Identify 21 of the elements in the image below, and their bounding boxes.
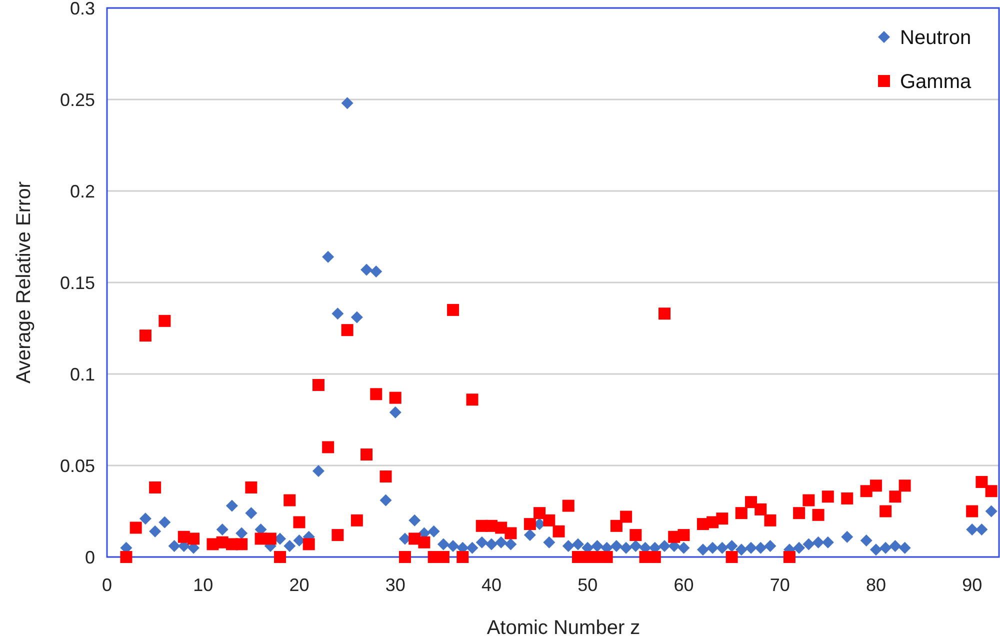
x-tick-label: 90 bbox=[962, 575, 982, 595]
y-tick-label: 0.1 bbox=[70, 364, 95, 384]
y-axis-title: Average Relative Error bbox=[13, 181, 35, 384]
y-tick-label: 0.2 bbox=[70, 181, 95, 202]
y-tick-label: 0.25 bbox=[60, 90, 95, 110]
x-tick-label: 70 bbox=[770, 575, 790, 595]
x-tick-label: 50 bbox=[578, 575, 598, 595]
x-tick-label: 30 bbox=[385, 575, 406, 595]
x-tick-label: 10 bbox=[193, 575, 214, 595]
y-tick-label: 0.05 bbox=[60, 456, 95, 476]
x-tick-label: 20 bbox=[289, 575, 310, 595]
x-tick-label: 60 bbox=[674, 575, 694, 595]
y-tick-label: 0.15 bbox=[60, 272, 95, 293]
x-tick-label: 40 bbox=[481, 575, 502, 595]
x-axis-title: Atomic Number z bbox=[486, 617, 640, 639]
y-tick-label: 0 bbox=[84, 547, 95, 568]
legend-label: Gamma bbox=[900, 71, 972, 93]
y-tick-label: 0.3 bbox=[70, 0, 95, 18]
x-tick-label: 0 bbox=[102, 575, 112, 595]
legend-label: Neutron bbox=[900, 27, 972, 49]
x-tick-label: 80 bbox=[866, 575, 886, 595]
